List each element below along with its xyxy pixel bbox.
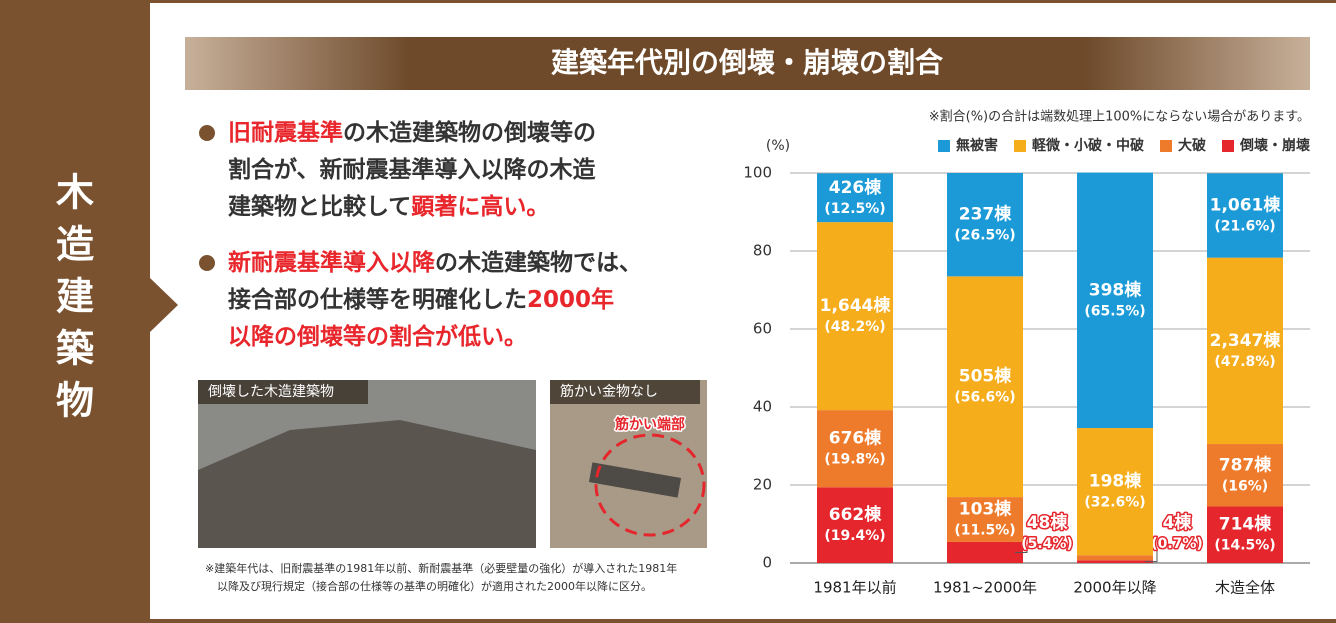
- data-label: (32.6%): [1084, 495, 1145, 511]
- legend-label: 無被害: [956, 137, 998, 154]
- y-tick-label: 80: [753, 242, 772, 260]
- data-label: (12.5%): [824, 201, 885, 217]
- legend-label: 大破: [1178, 137, 1206, 154]
- data-count-label: 426棟: [829, 177, 882, 198]
- data-label: (48.2%): [824, 319, 885, 335]
- data-label: (19.8%): [824, 452, 885, 468]
- data-label: (65.5%): [1084, 303, 1145, 319]
- bullet-line: 以降の倒壊等の割合が低い。: [228, 323, 527, 350]
- data-label: (0.7%): [1151, 536, 1203, 552]
- bullet-line: 接合部の仕様等を明確化した2000年: [228, 286, 614, 313]
- x-tick-label: 2000年以降: [1073, 579, 1156, 597]
- bullet-text: の木造建築物の倒壊等の: [343, 119, 596, 146]
- side-char: 建: [56, 275, 94, 319]
- y-tick-label: 100: [743, 164, 772, 182]
- y-tick-label: 60: [753, 320, 772, 338]
- data-count-label: 237棟: [959, 204, 1012, 225]
- bullet-text: 旧耐震基準: [228, 119, 343, 146]
- data-count-label: 787棟: [1219, 454, 1272, 475]
- bar-segment: [947, 542, 1023, 563]
- page: 建築年代別の倒壊・崩壊の割合 木造建築物 旧耐震基準の木造建築物の倒壊等の割合が…: [0, 0, 1336, 623]
- bullet-text: 2000年: [527, 286, 614, 313]
- bullet-text: の木造建築物では、: [435, 249, 642, 276]
- bullet-text: 新耐震基準導入以降: [228, 249, 436, 276]
- x-tick-label: 木造全体: [1215, 579, 1275, 597]
- bullet-text: 以降の倒壊等の割合が低い。: [228, 323, 527, 350]
- bullet-text: 割合が、新耐震基準導入以降の木造: [228, 156, 597, 183]
- legend-swatch: [938, 140, 950, 152]
- y-tick-label: 20: [753, 476, 772, 494]
- data-count-label: 198棟: [1089, 471, 1142, 492]
- data-label: (16%): [1222, 478, 1268, 494]
- data-count-label: 676棟: [829, 428, 882, 449]
- bar-segment: [1077, 560, 1153, 563]
- bullets: 旧耐震基準の木造建築物の倒壊等の割合が、新耐震基準導入以降の木造建築物と比較して…: [199, 119, 642, 350]
- photo-caption: 筋かい金物なし: [560, 383, 658, 400]
- side-arrow: [150, 278, 178, 332]
- header-title: 建築年代別の倒壊・崩壊の割合: [551, 46, 944, 79]
- x-tick-label: 1981年以前: [813, 579, 896, 597]
- bullet-text: 接合部の仕様等を明確化した: [228, 286, 527, 313]
- data-count-label: 1,061棟: [1210, 195, 1282, 216]
- bar-segment: [1207, 444, 1283, 506]
- legend-swatch: [1222, 140, 1234, 152]
- legend-swatch: [1014, 140, 1026, 152]
- data-count-label: 505棟: [959, 366, 1012, 387]
- y-tick-label: 40: [753, 398, 772, 416]
- side-title: 木造建築物: [56, 171, 95, 423]
- data-count-label: 2,347棟: [1210, 330, 1282, 351]
- data-count-label: 4棟: [1163, 512, 1193, 533]
- bullet-dot: [199, 255, 215, 271]
- bullet-text: 建築物と比較して: [228, 193, 411, 220]
- photo-caption: 倒壊した木造建築物: [208, 384, 334, 400]
- y-tick-label: 0: [762, 554, 772, 572]
- data-label: (5.4%): [1021, 536, 1073, 552]
- footnote: 以降及び現行規定（接合部の仕様等の基準の明確化）が適用された2000年以降に区分…: [217, 579, 652, 593]
- x-tick-label: 1981~2000年: [933, 579, 1037, 597]
- footnote: ※建築年代は、旧耐震基準の1981年以前、新耐震基準（必要壁量の強化）が導入され…: [205, 561, 677, 575]
- bar-segment: [1077, 555, 1153, 560]
- data-label: (14.5%): [1214, 538, 1275, 554]
- data-label: (26.5%): [954, 228, 1015, 244]
- side-char: 造: [56, 223, 94, 267]
- photo-annotation: 筋かい端部: [615, 416, 685, 433]
- legend-label: 軽微・小破・中破: [1032, 137, 1144, 154]
- legend-label: 倒壊・崩壊: [1239, 137, 1311, 154]
- data-label: (11.5%): [954, 523, 1015, 539]
- bullet-line: 建築物と比較して顕著に高い。: [228, 193, 549, 220]
- bullet-dot: [199, 125, 215, 141]
- chart-note: ※割合(%)の合計は端数処理上100%にならない場合があります。: [929, 109, 1310, 125]
- bullet-line: 割合が、新耐震基準導入以降の木造: [228, 156, 597, 183]
- y-axis-label: (%): [766, 138, 790, 154]
- data-count-label: 1,644棟: [820, 295, 892, 316]
- data-count-label: 103棟: [959, 499, 1012, 520]
- side-char: 木: [56, 171, 94, 215]
- data-count-label: 662棟: [829, 504, 882, 525]
- bullet-line: 新耐震基準導入以降の木造建築物では、: [228, 249, 642, 276]
- data-label: (47.8%): [1214, 354, 1275, 370]
- legend-swatch: [1160, 140, 1172, 152]
- side-char: 物: [56, 379, 94, 423]
- top-rule: [0, 0, 1336, 3]
- data-label: (56.6%): [954, 390, 1015, 406]
- bullet-text: 顕著に高い。: [411, 193, 549, 220]
- data-count-label: 398棟: [1089, 279, 1142, 300]
- data-count-label: 714棟: [1219, 514, 1272, 535]
- bottom-rule: [0, 619, 1336, 623]
- bullet-line: 旧耐震基準の木造建築物の倒壊等の: [228, 119, 596, 146]
- data-label: (21.6%): [1214, 219, 1275, 235]
- side-char: 築: [56, 327, 95, 371]
- data-count-label: 48棟: [1027, 512, 1069, 533]
- data-label: (19.4%): [824, 528, 885, 544]
